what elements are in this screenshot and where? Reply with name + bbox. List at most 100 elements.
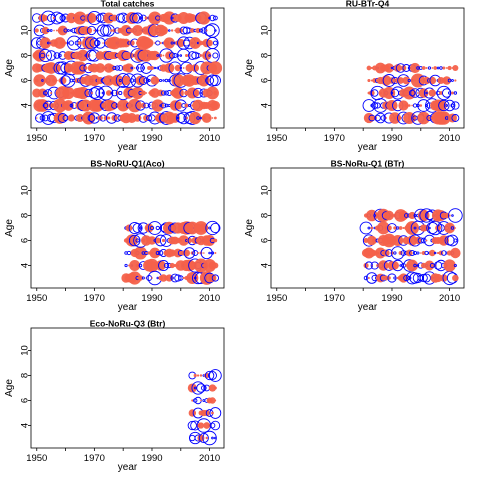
- positive-residual-bubble: [417, 111, 430, 125]
- y-tick-label: 6: [260, 238, 271, 243]
- negative-residual-bubble: [128, 234, 141, 247]
- negative-residual-bubble: [407, 275, 412, 281]
- negative-residual-bubble: [193, 386, 197, 390]
- positive-residual-bubble: [442, 66, 446, 70]
- positive-residual-bubble: [189, 28, 195, 33]
- positive-residual-bubble: [452, 64, 459, 72]
- positive-residual-bubble: [78, 41, 82, 45]
- positive-residual-bubble: [132, 25, 144, 36]
- bubble-group: [121, 220, 221, 286]
- positive-residual-bubble: [55, 29, 58, 32]
- negative-residual-bubble: [428, 220, 443, 236]
- negative-residual-bubble: [446, 234, 459, 247]
- y-tick-label: 8: [260, 213, 271, 218]
- negative-residual-bubble: [211, 274, 219, 282]
- positive-residual-bubble: [434, 92, 437, 94]
- negative-residual-bubble: [439, 66, 443, 70]
- negative-residual-bubble: [42, 102, 49, 109]
- positive-residual-bubble: [425, 67, 428, 69]
- negative-residual-bubble: [407, 78, 411, 83]
- positive-residual-bubble: [419, 104, 423, 107]
- positive-residual-bubble: [407, 104, 411, 107]
- positive-residual-bubble: [162, 11, 176, 25]
- negative-residual-bubble: [130, 66, 134, 70]
- positive-residual-bubble: [367, 78, 371, 83]
- positive-residual-bubble: [148, 11, 162, 25]
- positive-residual-bubble: [437, 111, 451, 125]
- positive-residual-bubble: [129, 260, 141, 271]
- positive-residual-bubble: [213, 116, 217, 120]
- negative-residual-bubble: [174, 274, 182, 282]
- positive-residual-bubble: [208, 61, 223, 75]
- positive-residual-bubble: [111, 74, 124, 87]
- positive-residual-bubble: [445, 67, 448, 69]
- negative-residual-bubble: [205, 76, 215, 85]
- positive-residual-bubble: [62, 86, 75, 100]
- negative-residual-bubble: [209, 407, 222, 419]
- panel-title: Total catches: [101, 0, 155, 9]
- positive-residual-bubble: [145, 92, 148, 94]
- x-axis-label: year: [358, 142, 378, 153]
- negative-residual-bubble: [425, 91, 428, 95]
- positive-residual-bubble: [110, 29, 113, 32]
- negative-residual-bubble: [447, 78, 452, 83]
- y-tick-label: 6: [260, 78, 271, 83]
- positive-residual-bubble: [363, 262, 369, 269]
- negative-residual-bubble: [147, 79, 151, 82]
- x-tick-label: 1950: [26, 453, 47, 464]
- negative-residual-bubble: [212, 40, 218, 46]
- negative-residual-bubble: [135, 238, 140, 243]
- positive-residual-bubble: [206, 39, 213, 47]
- positive-residual-bubble: [101, 50, 111, 61]
- negative-residual-bubble: [159, 78, 163, 82]
- negative-residual-bubble: [206, 74, 219, 87]
- negative-residual-bubble: [162, 79, 165, 82]
- positive-residual-bubble: [159, 41, 162, 45]
- bubble-group: [31, 10, 223, 125]
- positive-residual-bubble: [204, 15, 209, 21]
- x-tick-label: 1990: [381, 133, 402, 144]
- positive-residual-bubble: [192, 99, 204, 112]
- positive-residual-bubble: [144, 223, 154, 233]
- negative-residual-bubble: [191, 51, 200, 60]
- negative-residual-bubble: [374, 114, 381, 122]
- positive-residual-bubble: [140, 102, 146, 109]
- positive-residual-bubble: [392, 235, 404, 246]
- positive-residual-bubble: [454, 227, 457, 229]
- negative-residual-bubble: [141, 66, 145, 70]
- positive-residual-bubble: [213, 386, 217, 390]
- negative-residual-bubble: [367, 226, 371, 230]
- panel-3: BS-NoRU-Q1(Aco) 1950 1970 1990 2010 4 6 8 10 year…: [4, 159, 225, 313]
- positive-residual-bubble: [418, 88, 429, 98]
- y-tick-label: 8: [20, 53, 31, 58]
- x-axis-label: year: [118, 462, 138, 473]
- negative-residual-bubble: [450, 226, 455, 230]
- negative-residual-bubble: [453, 238, 458, 243]
- positive-residual-bubble: [178, 28, 184, 33]
- y-tick-label: 4: [260, 103, 271, 108]
- positive-residual-bubble: [125, 11, 138, 25]
- negative-residual-bubble: [204, 370, 215, 381]
- negative-residual-bubble: [214, 29, 217, 32]
- positive-residual-bubble: [197, 67, 199, 69]
- positive-residual-bubble: [382, 249, 390, 257]
- positive-residual-bubble: [59, 40, 66, 46]
- positive-residual-bubble: [435, 225, 442, 231]
- y-axis-label: Age: [4, 219, 15, 237]
- y-tick-label: 8: [20, 213, 31, 218]
- positive-residual-bubble: [34, 28, 39, 33]
- y-tick-label: 4: [260, 263, 271, 268]
- positive-residual-bubble: [77, 49, 89, 62]
- positive-residual-bubble: [147, 236, 157, 245]
- negative-residual-bubble: [416, 251, 420, 255]
- positive-residual-bubble: [406, 259, 419, 272]
- positive-residual-bubble: [419, 79, 422, 82]
- negative-residual-bubble: [208, 371, 217, 380]
- positive-residual-bubble: [127, 98, 142, 113]
- positive-residual-bubble: [125, 234, 138, 247]
- positive-residual-bubble: [145, 24, 159, 37]
- positive-residual-bubble: [105, 90, 112, 96]
- negative-residual-bubble: [138, 76, 148, 85]
- positive-residual-bubble: [442, 76, 452, 85]
- positive-residual-bubble: [205, 29, 208, 32]
